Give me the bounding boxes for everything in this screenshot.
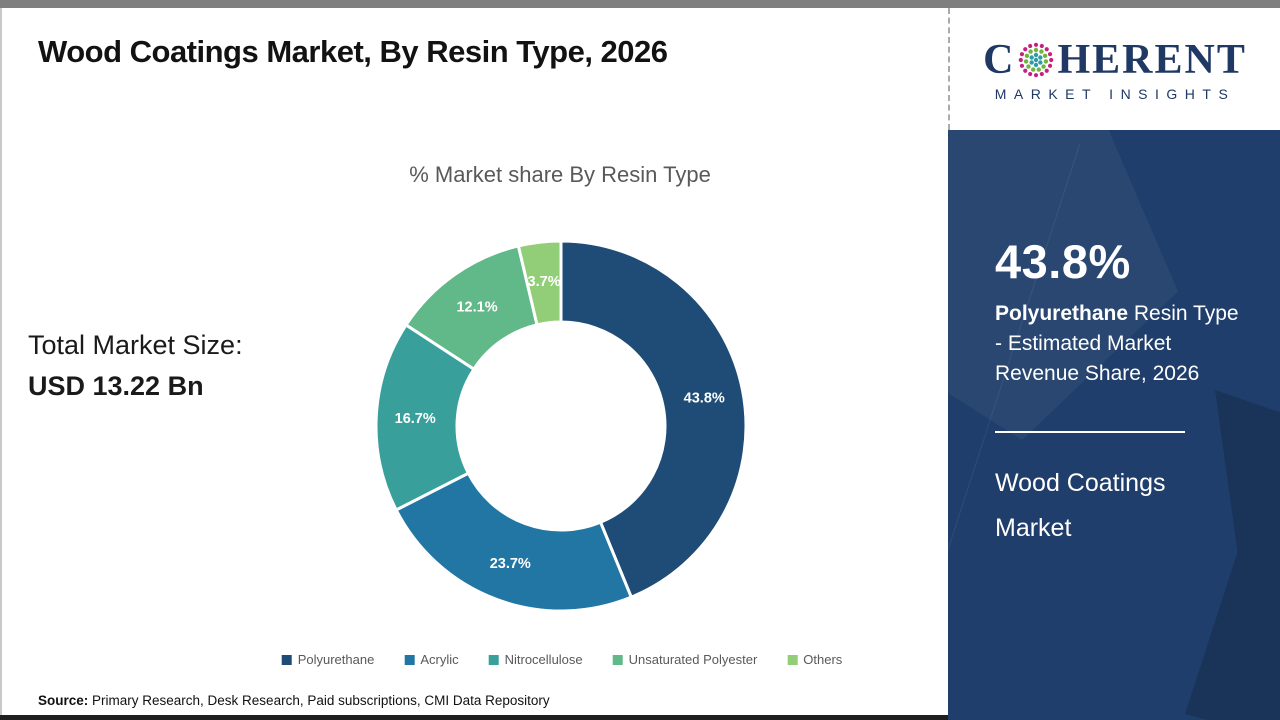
logo-dot: [1023, 47, 1028, 52]
legend-item-unsaturated-polyester: Unsaturated Polyester: [612, 652, 758, 667]
logo-dot: [1034, 57, 1039, 63]
source-line: Source: Primary Research, Desk Research,…: [38, 693, 550, 708]
panel-divider: [995, 431, 1185, 433]
logo-dot: [1034, 73, 1039, 78]
source-text: Primary Research, Desk Research, Paid su…: [88, 693, 550, 708]
sidebar-panel-content: 43.8% Polyurethane Resin Type - Estimate…: [948, 130, 1280, 551]
logo-dot: [1034, 47, 1039, 53]
frame-left-border: [0, 8, 2, 720]
logo-dot: [1034, 62, 1039, 68]
logo-letters-rest: HERENT: [1057, 37, 1247, 83]
logo-dot: [1045, 47, 1050, 52]
legend-item-others: Others: [787, 652, 842, 667]
legend-label: Unsaturated Polyester: [628, 652, 758, 667]
stat-description-bold: Polyurethane: [995, 302, 1129, 325]
legend-marker: [404, 654, 415, 665]
donut-slice-acrylic: [394, 471, 634, 613]
brand-logo-subtitle: MARKET INSIGHTS: [994, 86, 1236, 102]
logo-dot: [1034, 52, 1039, 58]
logo-dot: [1028, 43, 1033, 49]
total-market-size-value: USD 13.22 Bn: [28, 371, 204, 401]
legend-marker: [787, 654, 798, 665]
legend-label: Nitrocellulose: [504, 652, 583, 667]
donut-chart: 43.8% 23.7% 16.7% 12.1% 3.7%: [370, 235, 752, 617]
logo-dot: [1038, 55, 1044, 60]
logo-dot: [1020, 63, 1025, 68]
donut-slice-others: [516, 239, 563, 327]
legend-label: Acrylic: [420, 652, 459, 667]
logo-dot: [1048, 63, 1053, 68]
frame-top-border: [0, 0, 1280, 8]
logo-dot: [1029, 55, 1035, 60]
logo-dot: [1029, 60, 1035, 65]
logo-dot: [1041, 64, 1047, 69]
legend-item-acrylic: Acrylic: [404, 652, 459, 667]
logo-dot: [1034, 42, 1039, 47]
logo-dotted-globe-icon: [1019, 42, 1054, 78]
main-content-area: Wood Coatings Market, By Resin Type, 202…: [2, 8, 948, 715]
logo-dot: [1049, 57, 1054, 63]
legend-marker: [612, 654, 623, 665]
brand-logo: C HERENT MARKET INSIGHTS: [948, 8, 1280, 130]
logo-dot: [1024, 59, 1029, 64]
logo-dot: [1039, 49, 1045, 54]
frame-bottom-border: [0, 715, 1280, 720]
logo-dot: [1023, 68, 1028, 73]
legend-marker: [281, 654, 292, 665]
logo-letter-c: C: [983, 37, 1016, 83]
logo-dot: [1028, 71, 1033, 77]
slice-label: 16.7%: [395, 411, 436, 427]
stat-description-rest: Resin Type - Estimated Market Revenue Sh…: [995, 302, 1239, 385]
sidebar: C HERENT MARKET INSIGHTS 43.8% Polyureth…: [948, 8, 1280, 720]
legend-item-nitrocellulose: Nitrocellulose: [488, 652, 583, 667]
logo-dot: [1044, 59, 1049, 64]
donut-slice-polyurethane: [559, 239, 748, 600]
slice-label: 43.8%: [684, 391, 725, 407]
highlight-stat-description: Polyurethane Resin Type - Estimated Mark…: [995, 299, 1247, 389]
chart-legend: Polyurethane Acrylic Nitrocellulose Unsatur…: [281, 652, 842, 667]
legend-label: Polyurethane: [297, 652, 375, 667]
highlight-stat-value: 43.8%: [995, 235, 1131, 288]
logo-dot: [1031, 67, 1036, 72]
slice-label: 23.7%: [490, 556, 531, 572]
donut-slice-nitrocellulose: [374, 322, 476, 513]
panel-report-title: Wood Coatings Market: [995, 469, 1166, 542]
logo-dot: [1038, 60, 1044, 65]
total-market-size-label: Total Market Size:: [28, 330, 243, 360]
page-title: Wood Coatings Market, By Resin Type, 202…: [38, 34, 668, 69]
legend-item-polyurethane: Polyurethane: [281, 652, 375, 667]
slice-label: 3.7%: [528, 274, 561, 290]
logo-dot: [1048, 52, 1053, 57]
logo-dot: [1028, 49, 1034, 54]
slice-label: 12.1%: [456, 300, 497, 316]
source-label: Source:: [38, 693, 89, 708]
logo-dot: [1019, 57, 1024, 63]
logo-dot: [1040, 43, 1045, 49]
logo-dot: [1020, 52, 1025, 57]
logo-dot: [1025, 53, 1030, 59]
logo-dot: [1040, 71, 1045, 77]
legend-label: Others: [803, 652, 843, 667]
chart-title: % Market share By Resin Type: [409, 162, 711, 187]
brand-logo-wordmark: C HERENT: [983, 36, 1247, 84]
logo-dot: [1037, 67, 1042, 72]
legend-marker: [488, 654, 499, 665]
donut-chart-svg: 43.8% 23.7% 16.7% 12.1% 3.7%: [374, 239, 748, 613]
logo-dot: [1045, 68, 1050, 73]
logo-dot: [1026, 64, 1032, 69]
logo-dot: [1043, 53, 1048, 59]
total-market-size-block: Total Market Size: USD 13.22 Bn: [28, 330, 243, 402]
sidebar-panel: 43.8% Polyurethane Resin Type - Estimate…: [948, 130, 1280, 720]
